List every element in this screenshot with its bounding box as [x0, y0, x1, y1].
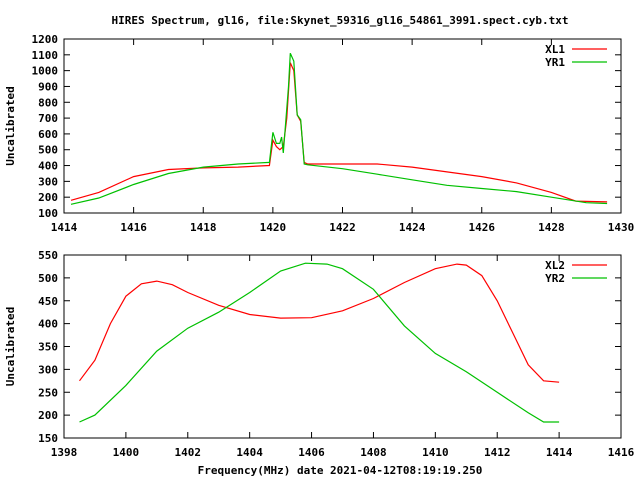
x-tick-label: 1414 — [51, 221, 78, 234]
y-tick-label: 800 — [38, 96, 58, 109]
y-tick-label: 300 — [38, 363, 58, 376]
y-tick-label: 200 — [38, 409, 58, 422]
legend-label: YR2 — [545, 272, 565, 285]
y-tick-label: 100 — [38, 207, 58, 220]
y-tick-label: 500 — [38, 272, 58, 285]
y-tick-label: 450 — [38, 295, 58, 308]
y-tick-label: 150 — [38, 432, 58, 445]
x-tick-label: 1412 — [484, 446, 511, 459]
chart-title: HIRES Spectrum, gl16, file:Skynet_59316_… — [112, 14, 569, 27]
y-tick-label: 1200 — [32, 33, 59, 46]
x-tick-label: 1416 — [608, 446, 635, 459]
y-tick-label: 500 — [38, 144, 58, 157]
y-tick-label: 1100 — [32, 49, 59, 62]
x-tick-label: 1414 — [546, 446, 573, 459]
y-tick-label: 400 — [38, 318, 58, 331]
x-tick-label: 1422 — [329, 221, 356, 234]
x-tick-label: 1402 — [175, 446, 202, 459]
y-axis-label: Uncalibrated — [4, 307, 17, 386]
bottom-plot: 150 200 250 300 350 400 450 500 550 1398 1400 1402 1… — [4, 249, 635, 459]
series-line-yr1 — [70, 52, 608, 205]
x-tick-label: 1408 — [360, 446, 387, 459]
x-tick-label: 1400 — [113, 446, 140, 459]
x-axis-label: Frequency(MHz) date 2021-04-12T08:19:19.… — [198, 464, 483, 477]
y-tick-label: 600 — [38, 128, 58, 141]
x-tick-label: 1428 — [538, 221, 565, 234]
x-tick-label: 1418 — [190, 221, 217, 234]
series-line-xl2 — [79, 263, 560, 383]
x-tick-label: 1426 — [469, 221, 496, 234]
legend-label: XL1 — [545, 43, 565, 56]
y-tick-label: 900 — [38, 80, 58, 93]
x-tick-label: 1398 — [51, 446, 78, 459]
y-tick-label: 250 — [38, 386, 58, 399]
plot-frame — [63, 38, 622, 214]
x-tick-label: 1406 — [298, 446, 325, 459]
x-tick-label: 1430 — [608, 221, 635, 234]
x-tick-label: 1416 — [120, 221, 147, 234]
y-tick-label: 200 — [38, 191, 58, 204]
x-tick-label: 1404 — [236, 446, 263, 459]
y-tick-label: 300 — [38, 175, 58, 188]
legend-label: XL2 — [545, 259, 565, 272]
x-tick-label: 1424 — [399, 221, 426, 234]
y-tick-label: 700 — [38, 112, 58, 125]
y-tick-label: 350 — [38, 341, 58, 354]
series-line-xl1 — [70, 62, 608, 203]
legend-label: YR1 — [545, 56, 565, 69]
x-tick-label: 1410 — [422, 446, 449, 459]
x-tick-label: 1420 — [260, 221, 287, 234]
series-line-yr2 — [79, 262, 560, 423]
y-tick-label: 400 — [38, 160, 58, 173]
y-tick-label: 550 — [38, 249, 58, 262]
y-axis-label: Uncalibrated — [4, 86, 17, 165]
top-plot: 100 200 300 400 500 600 700 800 900 1000 1100 1200 1… — [4, 33, 634, 234]
y-tick-label: 1000 — [32, 65, 59, 78]
